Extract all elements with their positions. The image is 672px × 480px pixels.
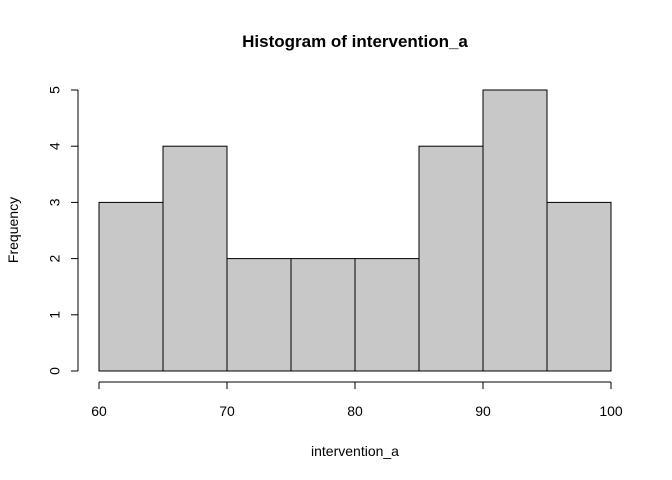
histogram-bar [418, 145, 484, 372]
x-tick-label: 70 [219, 403, 235, 419]
histogram-bar [482, 89, 548, 372]
y-tick-label: 5 [47, 86, 63, 94]
y-axis-label: Frequency [5, 197, 21, 263]
x-axis: 60 70 80 90 100 [91, 381, 623, 419]
y-tick-label: 0 [47, 367, 63, 375]
histogram-bars [98, 89, 612, 372]
histogram-bar [226, 258, 292, 372]
histogram-bar [162, 145, 228, 372]
y-tick-label: 3 [47, 198, 63, 206]
histogram-bar [290, 258, 356, 372]
x-tick-label: 100 [599, 403, 623, 419]
chart-title: Histogram of intervention_a [242, 32, 468, 51]
y-tick-label: 1 [47, 311, 63, 319]
y-axis: 0 1 2 3 4 5 [47, 86, 79, 375]
x-axis-label: intervention_a [311, 443, 399, 459]
x-tick-label: 60 [91, 403, 107, 419]
histogram-bar [98, 201, 164, 372]
x-tick-label: 90 [475, 403, 491, 419]
y-tick-label: 4 [47, 142, 63, 150]
y-tick-label: 2 [47, 254, 63, 262]
histogram-bar [546, 201, 612, 372]
x-tick-label: 80 [347, 403, 363, 419]
histogram-bar [354, 258, 420, 372]
